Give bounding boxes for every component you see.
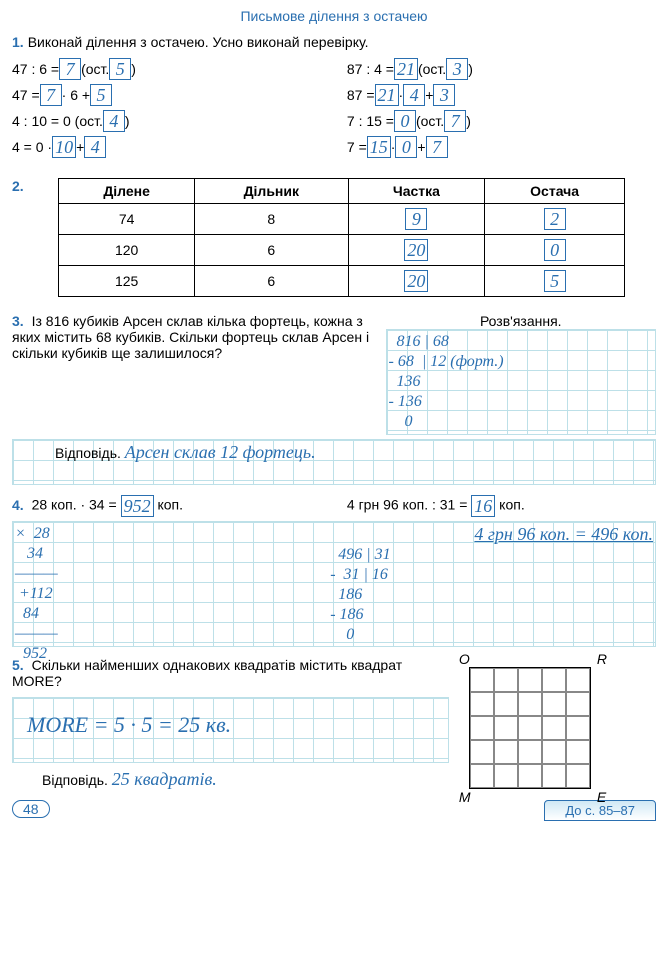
q1-text: Виконай ділення з остачею. Усно виконай … (28, 34, 369, 50)
answer-box[interactable]: 3 (433, 84, 455, 106)
division-work: 496 | 31 - 31 | 16 186 - 186 0 (270, 545, 653, 645)
work-text: MORE = 5 · 5 = 25 кв. (15, 700, 446, 750)
answer-box[interactable]: 952 (121, 495, 154, 517)
answer-box[interactable]: 20 (404, 270, 428, 292)
text: ) (131, 61, 136, 77)
q1-left-col: 47 : 6 = 7 (ост. 5 ) 47 = 7 · 6 + 5 4 : … (12, 54, 321, 162)
solve-label: Розв'язання. (386, 313, 656, 329)
q4-num: 4. (12, 497, 24, 513)
text: ) (125, 113, 130, 129)
vertex-M: M (459, 789, 471, 805)
cell: 125 (59, 266, 194, 297)
text: 47 = (12, 87, 40, 103)
answer-grid[interactable]: Відповідь. Арсен склав 12 фортець. (12, 439, 656, 485)
answer-label: Відповідь. (55, 445, 121, 461)
question-5: 5. Скільки найменших однакових квадратів… (12, 657, 656, 790)
question-1: 1. Виконай ділення з остачею. Усно викон… (12, 34, 656, 162)
answer-box[interactable]: 2 (544, 208, 566, 230)
answer-box[interactable]: 5 (109, 58, 131, 80)
grid-5x5 (469, 667, 591, 789)
text: ) (468, 61, 473, 77)
answer-box[interactable]: 7 (40, 84, 62, 106)
vertex-R: R (597, 651, 607, 667)
text: 7 : 15 = (347, 113, 394, 129)
table-row: 74 8 9 2 (59, 204, 625, 235)
answer-text: Арсен склав 12 фортець. (125, 442, 316, 462)
text: коп. (157, 497, 183, 513)
text: коп. (499, 497, 525, 513)
text: ) (466, 113, 471, 129)
th-quotient: Частка (348, 179, 484, 204)
q2-num: 2. (12, 178, 24, 303)
text: 28 коп. · 34 = (32, 497, 121, 513)
q3-num: 3. (12, 313, 24, 329)
question-2: 2. Ділене Дільник Частка Остача 74 8 9 2… (12, 172, 656, 303)
answer-box[interactable]: 7 (59, 58, 81, 80)
conversion-note: 4 грн 96 коп. = 496 коп. (270, 524, 653, 545)
answer-box[interactable]: 0 (544, 239, 566, 261)
answer-box[interactable]: 7 (444, 110, 466, 132)
text: 4 : 10 = 0 (ост. (12, 113, 103, 129)
answer-box[interactable]: 0 (395, 136, 417, 158)
answer-box[interactable]: 4 (403, 84, 425, 106)
text: 7 = (347, 139, 367, 155)
th-divisor: Дільник (194, 179, 348, 204)
q1-l1-pre: 47 : 6 = (12, 61, 59, 77)
answer-box[interactable]: 16 (471, 495, 495, 517)
answer-box[interactable]: 5 (544, 270, 566, 292)
page-footer: 48 До с. 85–87 (12, 800, 656, 818)
question-4: 4. 28 коп. · 34 = 952 коп. 4 грн 96 коп.… (12, 495, 656, 647)
answer-box[interactable]: 5 (90, 84, 112, 106)
table-row: 125 6 20 5 (59, 266, 625, 297)
answer-box[interactable]: 10 (52, 136, 76, 158)
text: 4 = 0 · (12, 139, 52, 155)
answer-text: 25 квадратів. (112, 769, 217, 789)
page-number: 48 (12, 800, 50, 818)
long-division-work: 816 | 68 - 68 | 12 (форт.) 136 - 136 0 (389, 332, 653, 432)
text: + (417, 139, 425, 155)
text: 87 = (347, 87, 375, 103)
page-title: Письмове ділення з остачею (12, 8, 656, 24)
vertex-O: O (459, 651, 470, 667)
text: (ост. (416, 113, 444, 129)
answer-box[interactable]: 7 (426, 136, 448, 158)
multiplication-work: × 28 34 ——— +112 84 ——— 952 (15, 524, 270, 664)
square-diagram: O R M E (449, 657, 656, 790)
text: + (425, 87, 433, 103)
work-grid[interactable]: 816 | 68 - 68 | 12 (форт.) 136 - 136 0 (386, 329, 656, 435)
text: 87 : 4 = (347, 61, 394, 77)
cell: 6 (194, 266, 348, 297)
answer-box[interactable]: 3 (446, 58, 468, 80)
work-grid[interactable]: × 28 34 ——— +112 84 ——— 952 4 грн 96 коп… (12, 521, 656, 647)
cell: 8 (194, 204, 348, 235)
question-3: 3. Із 816 кубиків Арсен склав кілька фор… (12, 313, 656, 485)
cell: 120 (59, 235, 194, 266)
answer-box[interactable]: 21 (394, 58, 418, 80)
q3-text: Із 816 кубиків Арсен склав кілька фортец… (12, 313, 369, 361)
answer-box[interactable]: 4 (84, 136, 106, 158)
work-grid[interactable]: MORE = 5 · 5 = 25 кв. (12, 697, 449, 763)
cell: 74 (59, 204, 194, 235)
answer-box[interactable]: 20 (404, 239, 428, 261)
q1-right-col: 87 : 4 = 21 (ост. 3 ) 87 = 21 · 4 + 3 7 … (347, 54, 656, 162)
cell: 6 (194, 235, 348, 266)
answer-label: Відповідь. (42, 772, 108, 788)
vertex-E: E (597, 789, 606, 805)
answer-box[interactable]: 21 (375, 84, 399, 106)
th-remainder: Остача (485, 179, 625, 204)
answer-box[interactable]: 4 (103, 110, 125, 132)
table-row: 120 6 20 0 (59, 235, 625, 266)
answer-box[interactable]: 0 (394, 110, 416, 132)
division-table: Ділене Дільник Частка Остача 74 8 9 2 12… (58, 178, 625, 297)
text: 4 грн 96 коп. : 31 = (347, 497, 471, 513)
q1-num: 1. (12, 34, 24, 50)
text: · 6 + (62, 87, 90, 103)
answer-box[interactable]: 9 (405, 208, 427, 230)
text: + (76, 139, 84, 155)
answer-box[interactable]: 15 (367, 136, 391, 158)
text: (ост. (418, 61, 446, 77)
th-dividend: Ділене (59, 179, 194, 204)
text: (ост. (81, 61, 109, 77)
